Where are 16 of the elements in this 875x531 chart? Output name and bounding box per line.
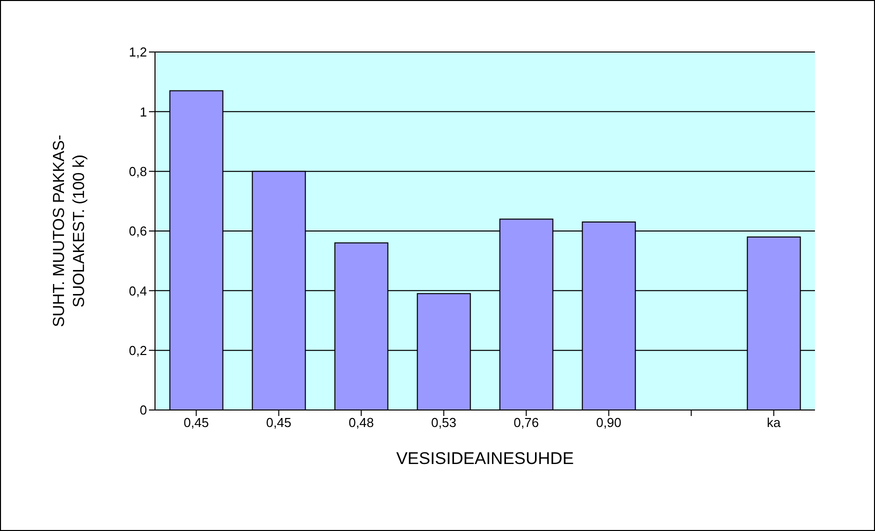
y-tick-label: 0,2 (128, 342, 147, 358)
x-tick-label: 0,76 (514, 415, 539, 430)
x-axis-title: VESISIDEAINESUHDE (396, 449, 574, 468)
y-tick-label: 0 (140, 402, 147, 418)
x-tick-label: 0,45 (266, 415, 292, 430)
y-tick-label: 0,8 (128, 164, 147, 179)
y-tick-label: 1,2 (128, 44, 147, 60)
x-tick-label: 0,53 (431, 415, 456, 430)
x-tick-label: 0,90 (596, 415, 622, 430)
x-tick-label: 0,48 (348, 415, 374, 430)
x-tick-label: 0,45 (184, 415, 209, 430)
y-tick-label: 1 (140, 104, 147, 120)
y-tick-label: 0,4 (128, 283, 147, 298)
x-tick-label: ka (766, 415, 782, 430)
y-tick-label: 0,6 (128, 224, 147, 239)
y-axis-title: SUHT. MUUTOS PAKKAS- SUOLAKEST. (100 k) (51, 134, 88, 328)
